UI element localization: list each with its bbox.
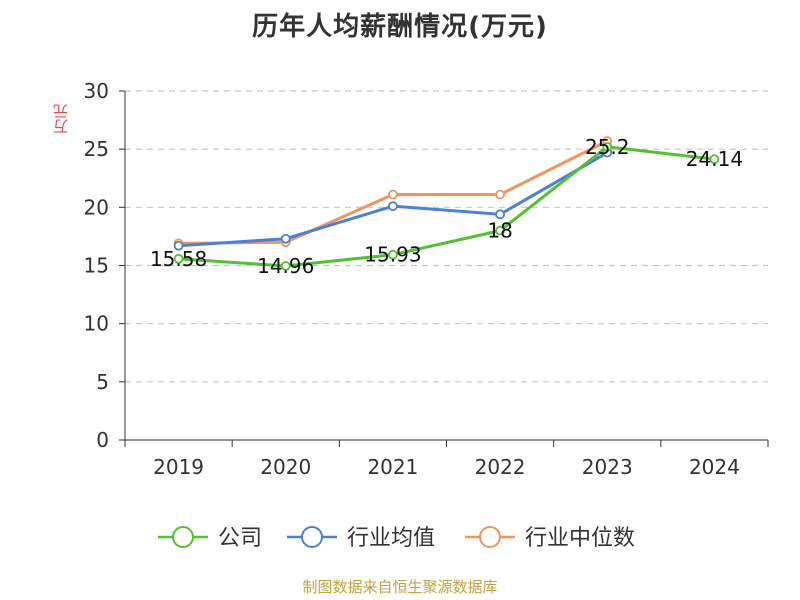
- y-tick-label: 30: [84, 79, 109, 103]
- chart-title: 历年人均薪酬情况(万元): [252, 12, 548, 42]
- data-label: 15.58: [150, 247, 207, 271]
- legend-label: 行业中位数: [525, 526, 635, 551]
- data-point-0: [602, 141, 613, 152]
- y-tick-label: 20: [84, 195, 109, 219]
- series-line-0: [178, 145, 715, 268]
- data-label: 14.96: [257, 254, 314, 278]
- y-tick-label: 0: [96, 428, 109, 452]
- y-tick-label: 25: [84, 137, 109, 161]
- x-tick-label: 2019: [153, 455, 204, 479]
- y-tick-label: 5: [96, 370, 109, 394]
- data-point-0: [173, 253, 184, 264]
- data-point-0: [388, 249, 398, 260]
- data-point-0: [280, 261, 291, 271]
- data-point-1: [388, 201, 398, 212]
- data-label: 24.14: [686, 147, 743, 171]
- data-label: 18: [487, 219, 512, 243]
- y-tick-label: 10: [84, 312, 109, 336]
- legend-label: 公司: [218, 526, 262, 551]
- data-source-note: 制图数据来自恒生聚源数据库: [302, 578, 498, 596]
- x-tick-label: 2022: [475, 455, 526, 479]
- x-tick-label: 2023: [582, 455, 633, 479]
- data-label: 25.2: [585, 135, 630, 159]
- data-point-0: [495, 225, 505, 236]
- data-point-1: [173, 240, 184, 251]
- data-point-2: [388, 189, 398, 200]
- data-point-0: [709, 154, 720, 165]
- legend-marker: [301, 526, 323, 548]
- x-tick-label: 2021: [367, 455, 418, 479]
- legend-label: 行业均值: [347, 526, 435, 551]
- legend-marker: [172, 526, 194, 548]
- y-tick-label: 15: [84, 254, 109, 278]
- data-point-1: [280, 233, 291, 244]
- data-point-2: [495, 189, 505, 200]
- x-tick-label: 2020: [260, 455, 311, 479]
- data-point-1: [495, 209, 505, 220]
- x-tick-label: 2024: [689, 455, 740, 479]
- data-label: 15.93: [364, 243, 421, 267]
- legend-marker: [479, 526, 501, 548]
